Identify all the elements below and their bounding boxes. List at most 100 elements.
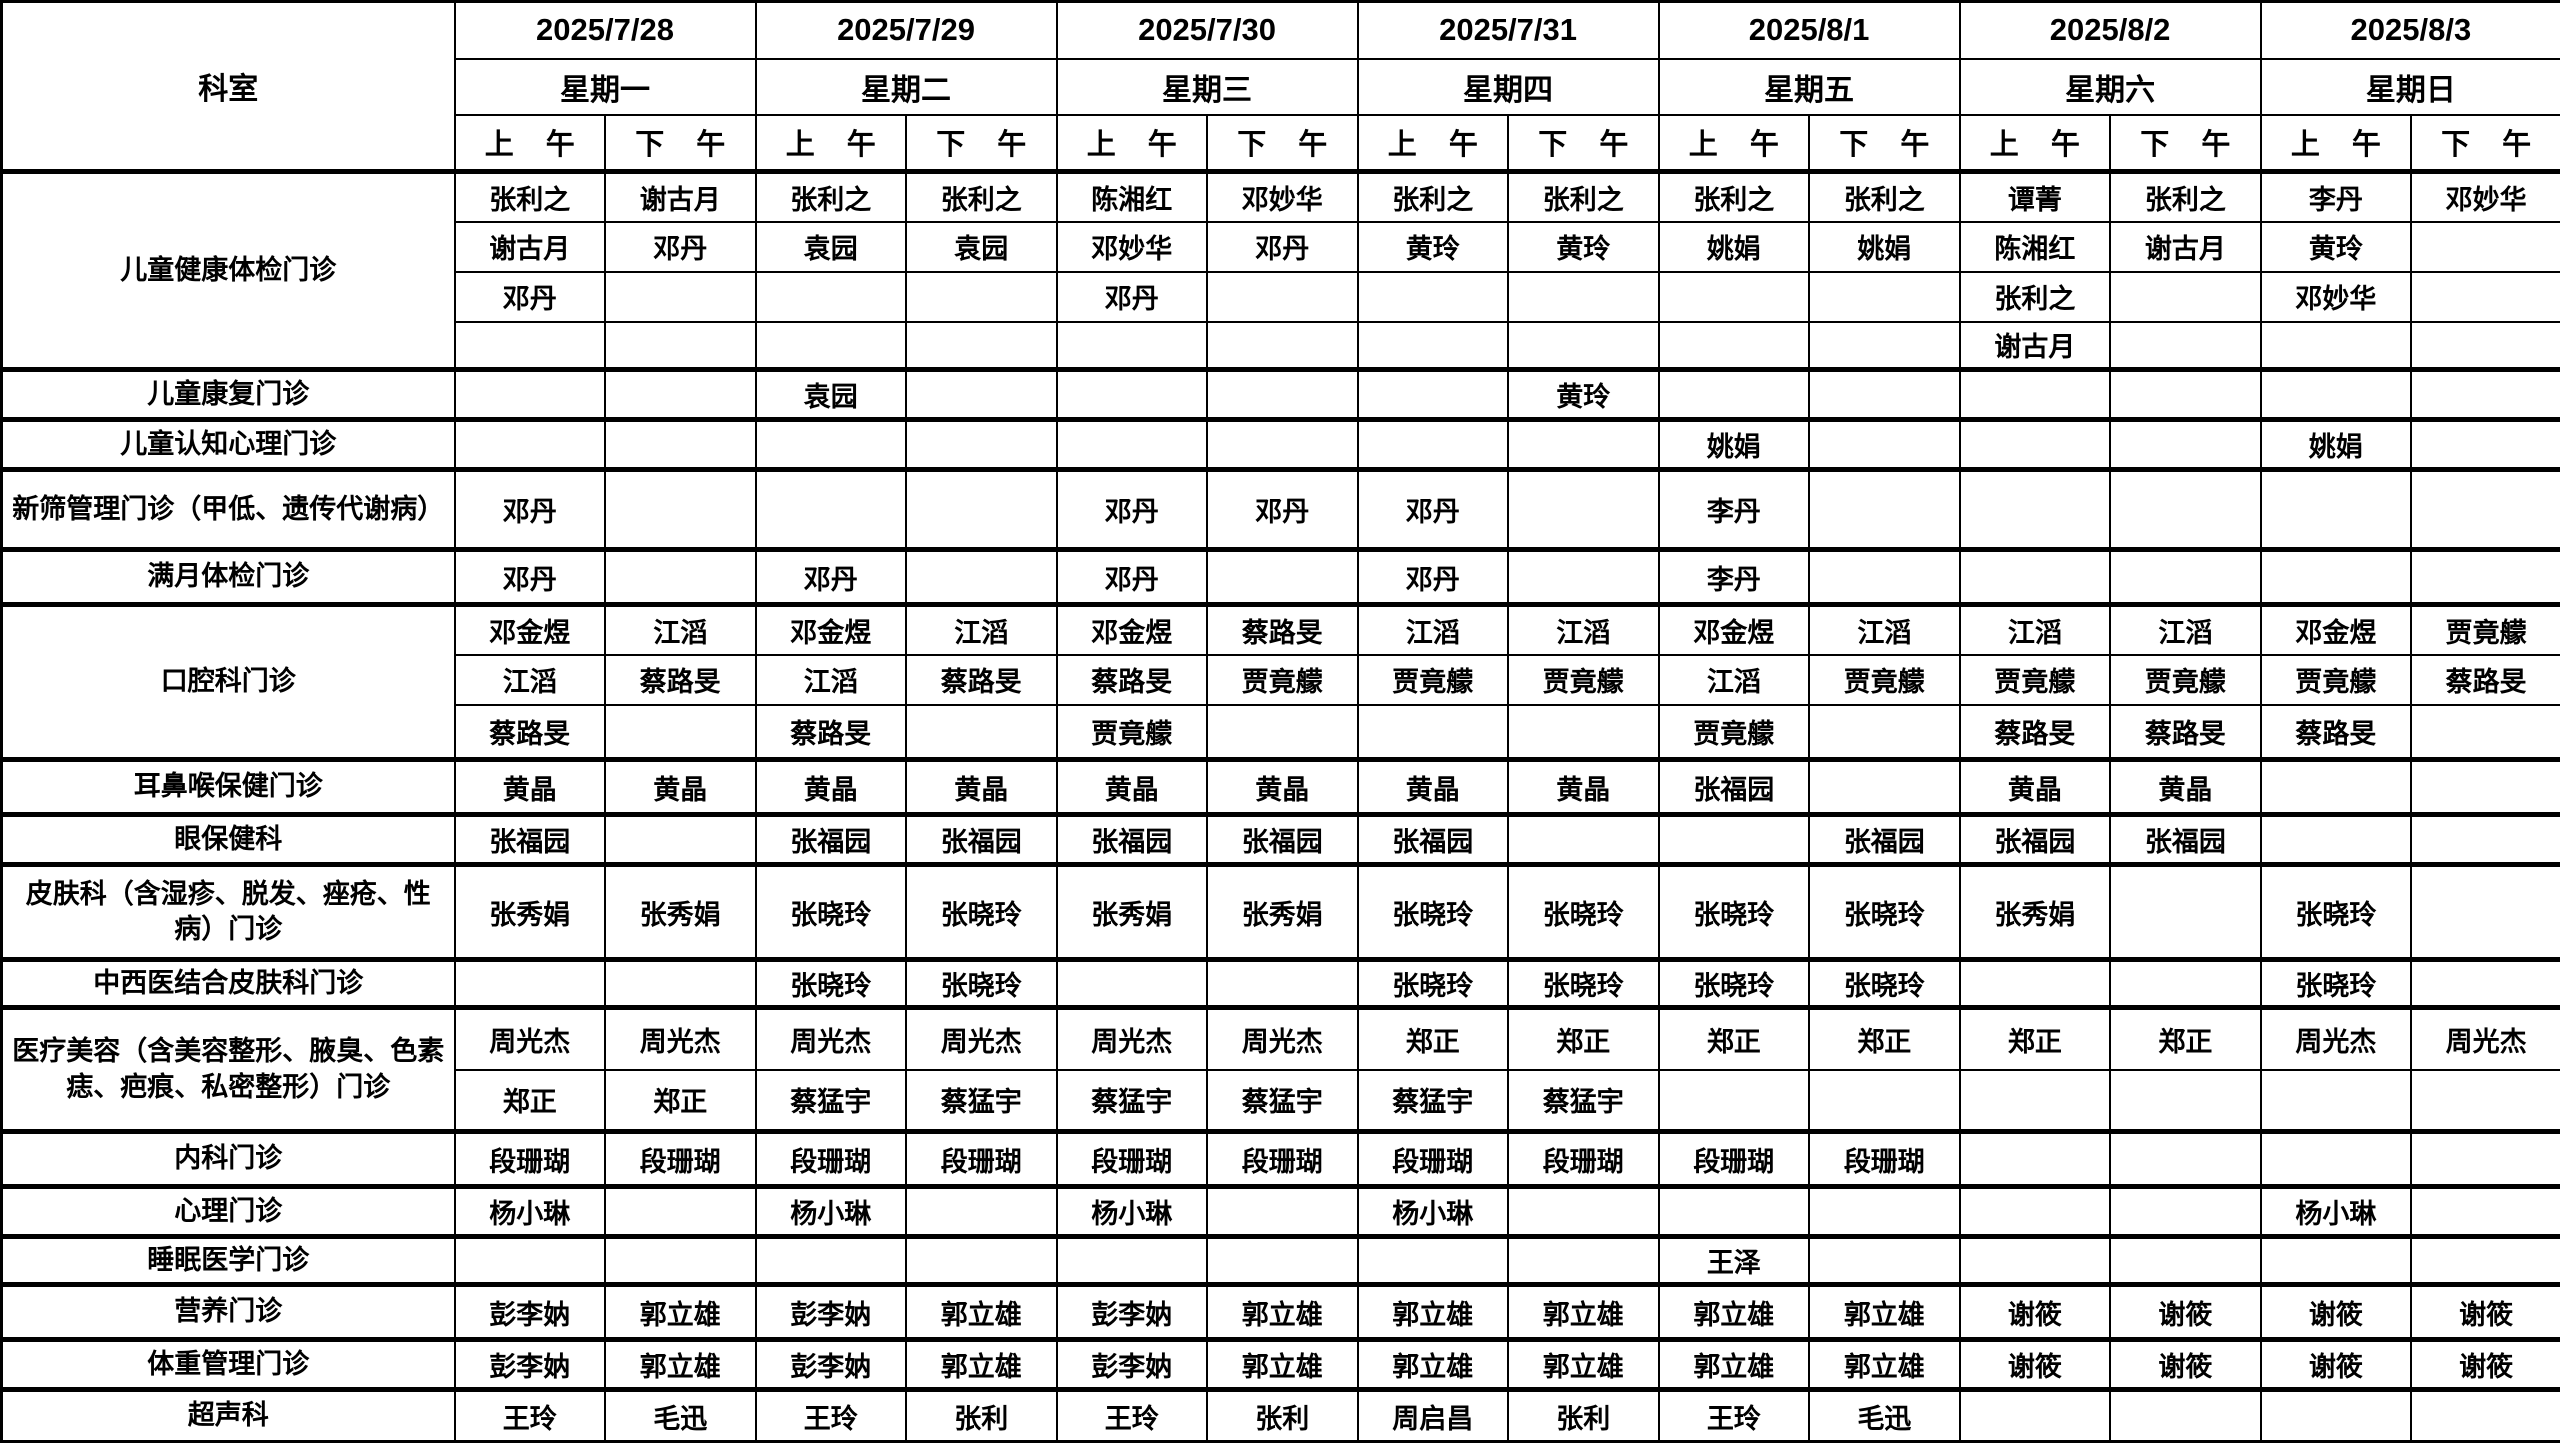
schedule-cell: 彭李妠 — [455, 1340, 606, 1390]
schedule-cell — [2411, 222, 2560, 272]
schedule-row: 耳鼻喉保健门诊黄晶黄晶黄晶黄晶黄晶黄晶黄晶黄晶张福园黄晶黄晶 — [2, 760, 2560, 815]
schedule-cell: 黄晶 — [756, 760, 907, 815]
dept-cell: 耳鼻喉保健门诊 — [2, 760, 455, 815]
schedule-cell: 张晓玲 — [906, 865, 1057, 960]
schedule-cell — [2411, 815, 2560, 865]
schedule-cell — [906, 1237, 1057, 1285]
schedule-cell: 贾竟艨 — [2261, 655, 2412, 705]
schedule-cell: 姚娟 — [1659, 420, 1810, 470]
schedule-cell: 张晓玲 — [1659, 960, 1810, 1008]
schedule-cell: 谢古月 — [455, 222, 606, 272]
schedule-cell — [1508, 420, 1659, 470]
schedule-cell — [2411, 550, 2560, 605]
schedule-row: 儿童健康体检门诊张利之谢古月张利之张利之陈湘红邓妙华张利之张利之张利之张利之谭菁… — [2, 172, 2560, 222]
schedule-cell: 邓妙华 — [1057, 222, 1208, 272]
schedule-cell: 贾竟艨 — [1057, 705, 1208, 760]
dept-cell: 睡眠医学门诊 — [2, 1237, 455, 1285]
schedule-cell — [2110, 322, 2261, 370]
schedule-row: 营养门诊彭李妠郭立雄彭李妠郭立雄彭李妠郭立雄郭立雄郭立雄郭立雄郭立雄谢筱谢筱谢筱… — [2, 1285, 2560, 1340]
schedule-cell: 张利之 — [1508, 172, 1659, 222]
schedule-cell: 张秀娟 — [1057, 865, 1208, 960]
schedule-cell: 贾竟艨 — [1960, 655, 2111, 705]
schedule-cell: 贾竟艨 — [2110, 655, 2261, 705]
schedule-cell: 蔡路旻 — [2411, 655, 2560, 705]
schedule-cell: 袁园 — [906, 222, 1057, 272]
schedule-cell: 郭立雄 — [1659, 1340, 1810, 1390]
date-cell: 2025/8/1 — [1659, 2, 1960, 59]
schedule-cell: 张福园 — [1358, 815, 1509, 865]
schedule-cell — [1809, 322, 1960, 370]
schedule-cell: 周光杰 — [1207, 1008, 1358, 1070]
dept-cell: 中西医结合皮肤科门诊 — [2, 960, 455, 1008]
schedule-cell: 段珊瑚 — [1057, 1132, 1208, 1187]
schedule-cell: 毛迅 — [1809, 1390, 1960, 1442]
schedule-cell: 邓丹 — [455, 470, 606, 550]
schedule-cell: 贾竟艨 — [1809, 655, 1960, 705]
am-header-cell: 上 午 — [455, 115, 606, 172]
schedule-cell — [2110, 470, 2261, 550]
schedule-cell: 周光杰 — [906, 1008, 1057, 1070]
schedule-cell: 蔡猛宇 — [1358, 1070, 1509, 1132]
schedule-cell: 谢古月 — [605, 172, 756, 222]
schedule-cell — [1508, 322, 1659, 370]
schedule-cell: 谢筱 — [1960, 1285, 2111, 1340]
schedule-cell: 张晓玲 — [756, 865, 907, 960]
schedule-cell — [1659, 1187, 1810, 1237]
schedule-cell — [2110, 272, 2261, 322]
schedule-cell — [455, 1237, 606, 1285]
schedule-cell — [1659, 1070, 1810, 1132]
schedule-cell — [1809, 370, 1960, 420]
schedule-cell: 王玲 — [455, 1390, 606, 1442]
schedule-cell: 张晓玲 — [2261, 960, 2412, 1008]
schedule-row: 新筛管理门诊（甲低、遗传代谢病）邓丹邓丹邓丹邓丹李丹 — [2, 470, 2560, 550]
schedule-cell: 张福园 — [1207, 815, 1358, 865]
schedule-row: 体重管理门诊彭李妠郭立雄彭李妠郭立雄彭李妠郭立雄郭立雄郭立雄郭立雄郭立雄谢筱谢筱… — [2, 1340, 2560, 1390]
schedule-cell: 谢筱 — [1960, 1340, 2111, 1390]
schedule-cell: 谢古月 — [2110, 222, 2261, 272]
schedule-cell — [756, 420, 907, 470]
schedule-cell: 周光杰 — [1057, 1008, 1208, 1070]
schedule-cell: 杨小琳 — [455, 1187, 606, 1237]
schedule-cell: 张福园 — [1659, 760, 1810, 815]
am-header-cell: 上 午 — [1358, 115, 1509, 172]
schedule-row: 儿童康复门诊袁园黄玲 — [2, 370, 2560, 420]
schedule-cell: 杨小琳 — [2261, 1187, 2412, 1237]
schedule-cell: 彭李妠 — [455, 1285, 606, 1340]
schedule-cell: 江滔 — [756, 655, 907, 705]
schedule-cell — [605, 322, 756, 370]
pm-header-cell: 下 午 — [1809, 115, 1960, 172]
schedule-cell — [1358, 272, 1509, 322]
schedule-cell — [1809, 1237, 1960, 1285]
schedule-cell — [455, 370, 606, 420]
schedule-cell — [2110, 1390, 2261, 1442]
schedule-cell: 邓金煜 — [2261, 605, 2412, 655]
dept-cell: 超声科 — [2, 1390, 455, 1442]
dept-cell: 皮肤科（含湿疹、脱发、痤疮、性病）门诊 — [2, 865, 455, 960]
schedule-cell — [906, 272, 1057, 322]
schedule-cell: 周光杰 — [2411, 1008, 2560, 1070]
schedule-cell: 杨小琳 — [756, 1187, 907, 1237]
pm-header-cell: 下 午 — [1508, 115, 1659, 172]
schedule-cell: 邓丹 — [605, 222, 756, 272]
schedule-cell: 李丹 — [1659, 470, 1810, 550]
schedule-cell: 蔡路旻 — [2261, 705, 2412, 760]
schedule-row: 医疗美容（含美容整形、腋臭、色素痣、疤痕、私密整形）门诊周光杰周光杰周光杰周光杰… — [2, 1008, 2560, 1070]
schedule-cell — [455, 322, 606, 370]
schedule-cell — [1960, 550, 2111, 605]
schedule-cell: 黄晶 — [455, 760, 606, 815]
schedule-cell — [2411, 1132, 2560, 1187]
schedule-cell — [1057, 420, 1208, 470]
schedule-cell: 段珊瑚 — [756, 1132, 907, 1187]
schedule-cell: 谢筱 — [2411, 1340, 2560, 1390]
schedule-cell: 张秀娟 — [1960, 865, 2111, 960]
schedule-cell: 蔡路旻 — [2110, 705, 2261, 760]
schedule-cell: 江滔 — [605, 605, 756, 655]
dept-cell: 体重管理门诊 — [2, 1340, 455, 1390]
schedule-cell: 谢筱 — [2110, 1285, 2261, 1340]
schedule-cell — [1960, 1390, 2111, 1442]
pm-header-cell: 下 午 — [1207, 115, 1358, 172]
schedule-cell: 袁园 — [756, 222, 907, 272]
schedule-cell: 黄晶 — [1057, 760, 1208, 815]
